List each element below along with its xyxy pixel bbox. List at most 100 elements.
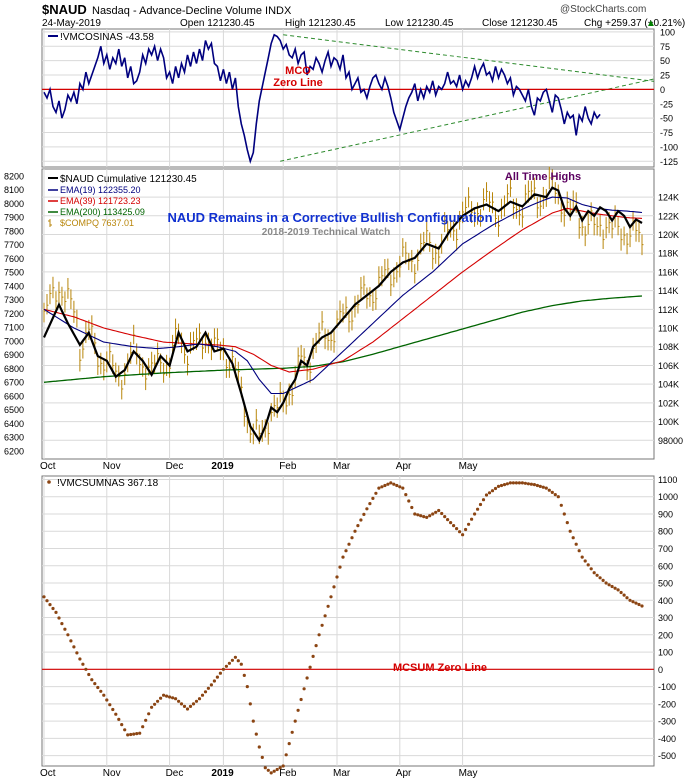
mco-y-tick-label: -100 (660, 142, 678, 152)
mcsum-y-tick-label: 200 (658, 630, 673, 640)
mcsum-point (191, 702, 196, 706)
mcsum-point (248, 702, 252, 706)
mcsum-y-tick-label: -300 (658, 717, 676, 727)
x-tick-label: Mar (333, 768, 351, 779)
mcsum-point (230, 658, 234, 662)
mcsum-point (431, 512, 435, 516)
compq-y-tick-label: 6500 (4, 405, 24, 415)
compq-y-tick-label: 7900 (4, 213, 24, 223)
x-tick-label: Nov (103, 768, 121, 779)
mcsum-point (359, 518, 363, 522)
compq-y-tick-label: 7200 (4, 309, 24, 319)
naud-y-tick-label: 108K (658, 342, 679, 352)
mcsum-point (598, 576, 602, 580)
mcsum-point (458, 530, 462, 534)
mcsum-point (413, 512, 417, 516)
mcsum-point (628, 598, 632, 602)
mcsum-point (224, 664, 228, 668)
mcsum-point (353, 529, 357, 533)
x-tick-label: Nov (103, 461, 121, 472)
price-panel (42, 166, 644, 445)
mco-y-tick-label: 100 (660, 27, 675, 37)
mcsum-point (344, 549, 348, 553)
mcsum-point (437, 508, 441, 513)
mcsum-point (622, 593, 626, 597)
naud-y-tick-label: 116K (658, 267, 678, 277)
mco-panel (42, 33, 655, 165)
mcsum-point (159, 696, 163, 700)
x-tick-label: Apr (396, 768, 412, 779)
mcsum-point (153, 702, 157, 706)
mcsum-point (99, 689, 103, 693)
mcsum-point (493, 486, 498, 491)
mcsum-point (559, 503, 563, 507)
mcsum-point (42, 595, 46, 599)
mcsum-point (338, 565, 342, 569)
naud-y-tick-label: 102K (658, 398, 679, 408)
mcsum-point (473, 512, 477, 516)
mcsum-y-tick-label: 100 (658, 648, 673, 658)
mcsum-point (215, 675, 219, 679)
mcsum-y-tick-label: -200 (658, 699, 676, 709)
mcsum-point (496, 484, 501, 488)
mcsum-point (179, 702, 184, 706)
mcsum-point (209, 683, 213, 687)
mcsum-point (434, 510, 438, 514)
mcsum-point (281, 764, 285, 768)
mcsum-point (168, 695, 172, 699)
mcsum-point (371, 496, 375, 500)
naud-y-tick-label: 124K (658, 193, 679, 203)
mcsum-point (290, 730, 294, 734)
mcsum-point (162, 693, 166, 697)
mcsum-point (553, 493, 557, 497)
naud-line (42, 186, 643, 443)
all-time-highs-annotation: All Time Highs (505, 171, 581, 183)
mcsum-point (87, 672, 91, 677)
naud-y-tick-label: 104K (658, 380, 679, 390)
compq-y-tick-label: 6300 (4, 433, 24, 443)
mcsum-point (368, 502, 372, 506)
mcsum-point (562, 512, 566, 516)
mcsum-point (287, 742, 291, 746)
mcsum-point (502, 483, 507, 487)
mcsum-point (544, 486, 548, 490)
ema19-legend: EMA(19) 122355.20 (60, 185, 141, 195)
mcsum-point (392, 482, 396, 486)
ema39-legend: EMA(39) 121723.23 (60, 196, 141, 206)
mcsum-point (607, 583, 611, 587)
x-tick-label: May (459, 461, 478, 472)
mcsum-point (640, 604, 644, 608)
compq-legend: $COMPQ 7637.01 (60, 218, 134, 228)
mcsum-point (93, 682, 97, 686)
mcsum-point (174, 697, 178, 701)
mcsum-point (484, 493, 489, 497)
mcsum-y-tick-label: 700 (658, 544, 673, 554)
low-value: Low 121230.45 (385, 18, 454, 29)
mcsum-point (197, 697, 202, 701)
mcsum-point (102, 693, 106, 697)
mcsum-point (383, 483, 387, 488)
mcsum-point (541, 485, 545, 489)
x-tick-label: May (459, 768, 478, 779)
mco-trendline (280, 78, 655, 162)
mcsum-point (326, 604, 330, 608)
compq-y-tick-label: 6700 (4, 378, 24, 388)
mcsum-point (529, 482, 534, 486)
mcsum-point (398, 485, 402, 489)
mcsum-point (377, 486, 381, 490)
mcsum-point (535, 483, 540, 488)
naud-y-tick-label: 100K (658, 417, 679, 427)
compq-y-tick-label: 7100 (4, 323, 24, 333)
mcsum-point (296, 708, 300, 712)
mcsum-point (123, 728, 127, 732)
mcsum-point (150, 705, 154, 709)
price-panel-frame (41, 168, 655, 460)
mcsum-y-tick-label: 900 (658, 509, 673, 519)
mcsum-point (245, 685, 249, 689)
mcsum-point (631, 600, 635, 604)
mcsum-point (329, 595, 333, 599)
x-tick-label: Oct (40, 768, 56, 779)
mcsum-point (126, 733, 130, 737)
naud-y-tick-label: 122K (658, 211, 679, 221)
